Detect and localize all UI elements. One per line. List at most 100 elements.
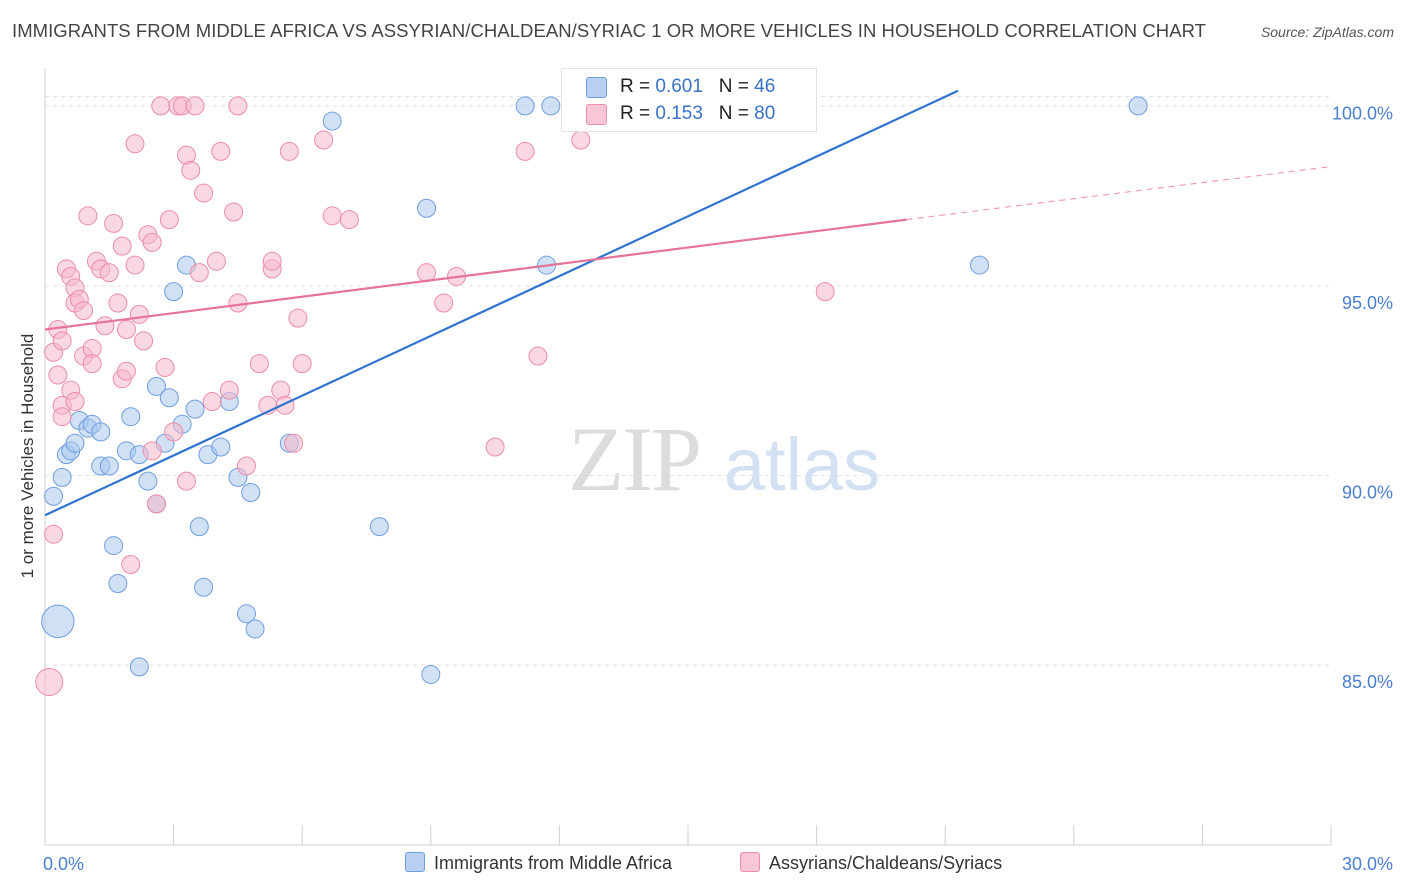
series-legend: Immigrants from Middle Africa Assyrians/… (0, 852, 1406, 876)
point-assyrians (159, 210, 179, 230)
point-assyrians (164, 422, 184, 442)
trend-line-extension (906, 165, 1332, 221)
point-assyrians (155, 357, 175, 377)
point-middle-africa (189, 517, 209, 537)
point-assyrians (202, 392, 222, 412)
y-tick-label: 95.0% (1342, 293, 1393, 313)
point-assyrians (219, 380, 239, 400)
point-middle-africa (515, 96, 535, 116)
point-assyrians (44, 524, 64, 544)
r-label: R = (620, 76, 656, 97)
point-middle-africa (541, 96, 561, 116)
point-assyrians (35, 668, 64, 697)
point-middle-africa (65, 433, 85, 453)
point-middle-africa (91, 422, 111, 442)
point-middle-africa (108, 573, 128, 593)
point-assyrians (279, 141, 299, 161)
n-label: N = (718, 76, 755, 97)
point-middle-africa (164, 282, 184, 302)
point-assyrians (134, 331, 154, 351)
legend-swatch-pink (740, 852, 760, 872)
point-assyrians (206, 251, 226, 271)
legend-stats-pink: R = 0.153 N = 80 (620, 103, 775, 125)
y-tick-label: 85.0% (1342, 672, 1393, 692)
point-assyrians (129, 304, 149, 324)
point-middle-africa (241, 483, 261, 503)
point-middle-africa (121, 407, 141, 427)
point-assyrians (528, 346, 548, 366)
point-assyrians (228, 96, 248, 116)
point-middle-africa (969, 255, 989, 275)
point-assyrians (146, 494, 166, 514)
point-assyrians (228, 293, 248, 313)
r-value-pink: 0.153 (655, 103, 703, 124)
point-middle-africa (138, 471, 158, 491)
r-value-blue: 0.601 (655, 76, 703, 97)
point-assyrians (211, 141, 231, 161)
point-assyrians (339, 210, 359, 230)
n-label: N = (718, 103, 755, 124)
point-assyrians (224, 202, 244, 222)
point-assyrians (322, 206, 342, 226)
point-assyrians (112, 236, 132, 256)
n-value-blue: 46 (754, 76, 776, 97)
point-assyrians (189, 263, 209, 283)
point-assyrians (48, 365, 68, 385)
legend-swatch-pink (586, 104, 607, 125)
legend-swatch-blue (405, 852, 425, 872)
point-assyrians (99, 263, 119, 283)
point-assyrians (78, 206, 98, 226)
point-assyrians (125, 255, 145, 275)
point-assyrians (571, 130, 591, 150)
point-middle-africa (417, 198, 437, 218)
x-tick-label: 30.0% (1342, 854, 1393, 874)
point-middle-africa (129, 657, 149, 677)
point-assyrians (275, 395, 295, 415)
point-assyrians (108, 293, 128, 313)
watermark-zip: ZIP (568, 408, 700, 510)
point-middle-africa (104, 536, 124, 556)
point-assyrians (292, 354, 312, 374)
y-tick-label: 100.0% (1332, 103, 1393, 123)
point-assyrians (284, 433, 304, 453)
point-assyrians (262, 251, 282, 271)
point-assyrians (116, 320, 136, 340)
y-axis-title: 1 or more Vehicles in Household (18, 333, 37, 579)
legend-swatch-blue (586, 77, 607, 98)
point-assyrians (288, 308, 308, 328)
axes (44, 68, 1332, 846)
point-assyrians (314, 130, 334, 150)
trend-lines (44, 89, 1332, 517)
data-points (35, 96, 1148, 697)
point-assyrians (125, 134, 145, 154)
x-tick-label: 0.0% (43, 854, 84, 874)
point-middle-africa (41, 604, 75, 639)
point-assyrians (194, 183, 214, 203)
point-middle-africa (52, 467, 72, 487)
point-assyrians (249, 354, 269, 374)
point-assyrians (185, 96, 205, 116)
legend-item-middle-africa[interactable]: Immigrants from Middle Africa (405, 852, 672, 874)
point-assyrians (52, 331, 72, 351)
legend-label-middle-africa: Immigrants from Middle Africa (434, 853, 673, 873)
point-assyrians (236, 456, 256, 476)
point-assyrians (74, 301, 94, 321)
point-assyrians (104, 213, 124, 233)
watermark: ZIP atlas (568, 408, 880, 510)
legend-item-assyrians[interactable]: Assyrians/Chaldeans/Syriacs (740, 852, 1002, 874)
point-assyrians (142, 232, 162, 252)
point-middle-africa (211, 437, 231, 457)
point-middle-africa (44, 486, 64, 506)
legend-stats-blue: R = 0.601 N = 46 (620, 76, 775, 98)
point-middle-africa (194, 577, 214, 597)
point-middle-africa (99, 456, 119, 476)
n-value-pink: 80 (754, 103, 776, 124)
point-assyrians (65, 392, 85, 412)
point-middle-africa (236, 604, 256, 624)
chart-title: IMMIGRANTS FROM MIDDLE AFRICA VS ASSYRIA… (12, 20, 1207, 41)
source-label: Source: ZipAtlas.com (1260, 24, 1394, 40)
point-middle-africa (421, 664, 441, 684)
tick-labels: 85.0% 90.0% 95.0% 100.0% 0.0% 30.0% (43, 103, 1393, 874)
point-assyrians (151, 96, 171, 116)
point-assyrians (95, 316, 115, 336)
